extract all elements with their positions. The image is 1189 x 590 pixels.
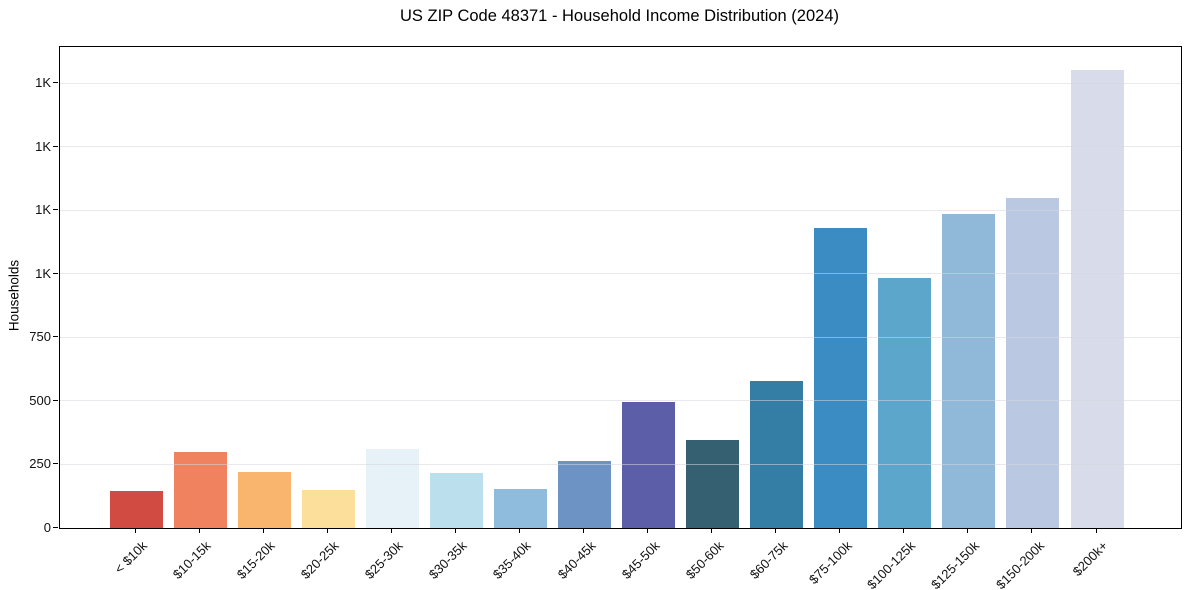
y-tick-label: 1K	[35, 138, 51, 154]
x-tick-label-text: $45-50k	[618, 538, 663, 582]
grid-line	[60, 400, 1181, 402]
y-tick-label: 0	[43, 519, 51, 535]
bar	[109, 491, 163, 528]
x-tick-mark	[134, 528, 136, 533]
y-tick-mark	[53, 272, 58, 274]
x-tick-mark	[1031, 528, 1033, 533]
grid-line	[60, 146, 1181, 148]
x-tick-mark	[839, 528, 841, 533]
y-tick-mark	[53, 399, 58, 401]
y-tick-label: 1K	[35, 202, 51, 218]
x-tick-mark	[582, 528, 584, 533]
grid-line	[60, 209, 1181, 211]
bar	[622, 402, 676, 528]
bar	[365, 449, 419, 528]
y-tick-mark	[53, 82, 58, 84]
x-tick-mark	[1095, 528, 1097, 533]
x-tick-mark	[326, 528, 328, 533]
bar	[686, 440, 740, 528]
bar	[493, 488, 547, 528]
bar	[237, 472, 291, 528]
x-tick-label-text: $25-30k	[362, 538, 406, 582]
y-tick-label: 500	[29, 392, 51, 408]
bar	[557, 460, 611, 528]
y-tick-label: 1K	[35, 265, 51, 281]
x-tick-mark	[390, 528, 392, 533]
bar	[1070, 69, 1124, 528]
x-tick-mark	[711, 528, 713, 533]
x-tick-label-text: $60-75k	[746, 538, 791, 582]
y-tick-mark	[53, 336, 58, 338]
y-tick-label: 250	[29, 456, 51, 471]
x-tick-label-text: $35-40k	[490, 538, 535, 582]
bar	[878, 277, 932, 528]
x-tick-mark	[518, 528, 520, 533]
x-tick-label-text: $125-150k	[928, 538, 983, 590]
x-tick-mark	[967, 528, 969, 533]
x-tick-mark	[198, 528, 200, 533]
x-tick-mark	[903, 528, 905, 533]
bar	[1006, 197, 1060, 528]
x-tick-label-text: $75-100k	[805, 538, 855, 587]
bar	[814, 228, 868, 528]
x-tick-label-text: $100-125k	[864, 538, 919, 590]
x-tick-label-text: $200k+	[1069, 538, 1111, 580]
grid-line	[60, 336, 1181, 338]
grid-line	[60, 82, 1181, 84]
y-tick-mark	[53, 145, 58, 147]
y-tick-label: 1K	[35, 75, 51, 91]
bar	[429, 473, 483, 528]
grid-line	[60, 463, 1181, 465]
x-tick-label-text: $150-200k	[992, 538, 1047, 590]
plot-area	[59, 46, 1182, 529]
x-tick-mark	[647, 528, 649, 533]
x-tick-label-text: $30-35k	[426, 538, 470, 582]
chart-title: US ZIP Code 48371 - Household Income Dis…	[399, 7, 839, 25]
bar	[942, 214, 996, 528]
x-tick-label-text: < $10k	[111, 538, 150, 577]
bar	[750, 380, 804, 528]
x-tick-label-text: $15-20k	[233, 538, 278, 582]
y-tick-label: 750	[29, 329, 51, 345]
x-tick-mark	[262, 528, 264, 533]
bar	[301, 489, 355, 528]
x-tick-label-text: $40-45k	[554, 538, 599, 582]
grid-line	[60, 273, 1181, 275]
x-tick-label-text: $20-25k	[297, 538, 342, 582]
y-tick-mark	[53, 526, 58, 528]
y-tick-mark	[53, 209, 58, 211]
y-tick-mark	[53, 463, 58, 464]
x-tick-mark	[775, 528, 777, 533]
x-tick-mark	[454, 528, 456, 533]
x-tick-label-text: $10-15k	[169, 538, 214, 582]
x-tick-label-text: $50-60k	[682, 538, 727, 582]
